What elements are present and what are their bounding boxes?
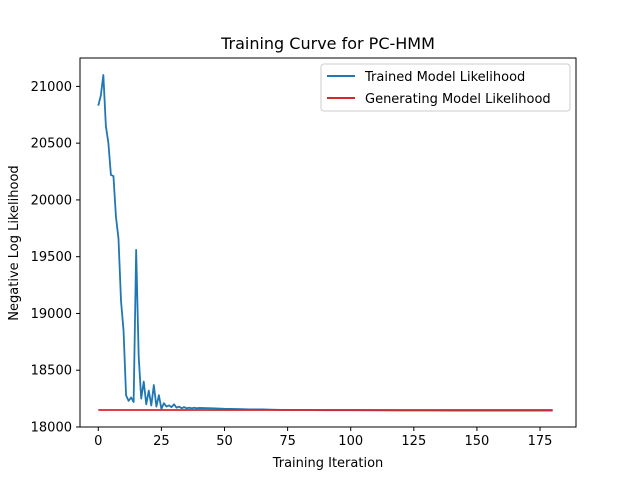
plot-area <box>80 58 576 427</box>
plot-frame <box>79 57 577 428</box>
x-tick-label: 25 <box>153 434 170 449</box>
x-tick-label: 75 <box>279 434 296 449</box>
x-tick-label: 0 <box>94 434 102 449</box>
legend-box <box>320 63 571 112</box>
y-tick-label: 19000 <box>31 307 72 322</box>
y-tick-label: 19500 <box>31 250 72 265</box>
x-tick-label: 125 <box>401 434 426 449</box>
series-layer <box>97 74 553 412</box>
y-tick-label: 18000 <box>31 421 72 436</box>
x-axis-ticks: 0 25 50 75 100 125 150 175 <box>94 427 552 449</box>
y-tick-label: 20000 <box>31 193 72 208</box>
y-axis-label: Negative Log Likelihood <box>7 165 22 320</box>
x-tick-label: 50 <box>216 434 233 449</box>
y-axis-ticks: 18000 18500 19000 19500 20000 20500 21000 <box>31 80 80 436</box>
y-tick-label: 18500 <box>31 364 72 379</box>
x-tick-label: 150 <box>465 434 490 449</box>
y-tick-label: 20500 <box>31 137 72 152</box>
legend: Trained Model Likelihood Generating Mode… <box>320 63 571 112</box>
x-tick-label: 175 <box>528 434 553 449</box>
x-axis-label: Training Iteration <box>272 456 384 471</box>
chart-title: Training Curve for PC-HMM <box>220 34 435 53</box>
y-tick-label: 21000 <box>31 80 72 95</box>
legend-label-generating: Generating Model Likelihood <box>365 92 551 107</box>
x-tick-label: 100 <box>338 434 363 449</box>
legend-label-trained: Trained Model Likelihood <box>364 70 525 85</box>
